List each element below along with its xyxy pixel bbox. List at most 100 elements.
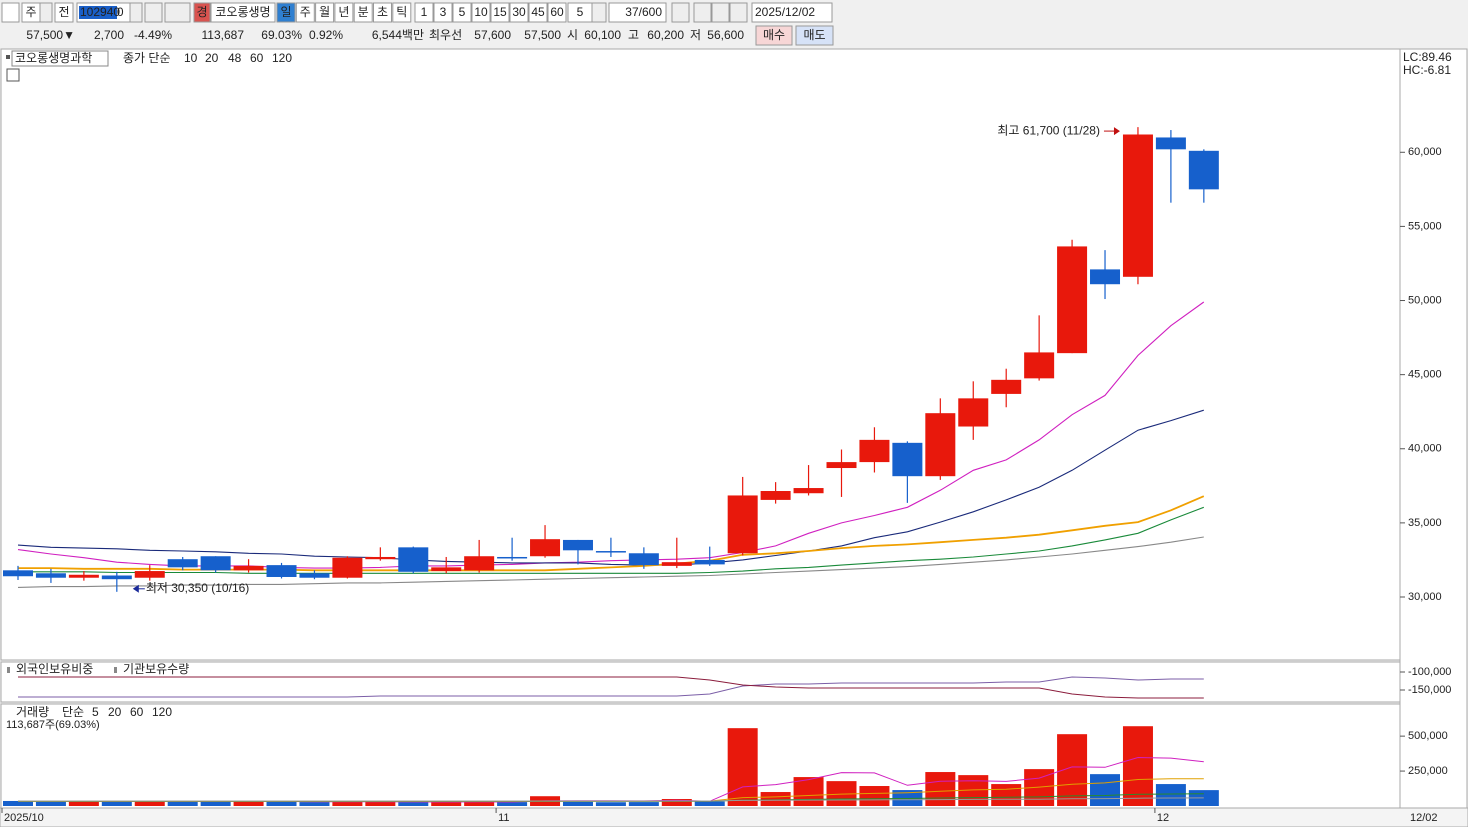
low-annotation: 최저 30,350 (10/16) [146, 581, 249, 595]
button-label[interactable]: 10 [474, 5, 488, 19]
button-label[interactable]: 월 [319, 5, 330, 19]
lc-label: LC:89.46 [1403, 50, 1452, 64]
volume-bar [3, 800, 33, 806]
button-label[interactable]: 45 [531, 5, 545, 19]
button[interactable] [54, 2, 74, 23]
volume-bar [661, 799, 692, 806]
tool-icon[interactable] [693, 2, 712, 23]
quote-volume-ratio: 69.03% [261, 28, 302, 42]
button-label[interactable]: 틱 [396, 5, 407, 19]
dropdown[interactable] [591, 2, 607, 23]
button[interactable] [315, 2, 335, 23]
quote-label: 최우선 [429, 28, 462, 42]
tool-icon[interactable] [671, 2, 690, 23]
button[interactable] [193, 2, 211, 23]
volume-bar [1122, 726, 1153, 806]
arrow-head [132, 584, 139, 593]
button[interactable] [490, 2, 510, 23]
button-label[interactable]: 주 [300, 5, 311, 19]
date-box[interactable] [751, 2, 833, 23]
volume-bar [727, 728, 758, 806]
button[interactable] [414, 2, 434, 23]
button[interactable] [755, 25, 793, 46]
button[interactable] [295, 2, 315, 23]
sound-icon[interactable] [164, 2, 191, 23]
dropdown[interactable] [129, 2, 143, 23]
button[interactable] [373, 2, 392, 23]
candle-body [365, 556, 396, 560]
candle-body [167, 559, 198, 568]
button[interactable] [392, 2, 412, 23]
button[interactable] [433, 2, 453, 23]
button-label[interactable]: 일 [280, 5, 291, 19]
button[interactable] [509, 2, 529, 23]
candle-body [1188, 150, 1219, 190]
candle-body [332, 557, 363, 578]
candle-body [562, 539, 593, 551]
icon[interactable] [1, 2, 20, 23]
y-tick-label: -150,000 [1408, 684, 1451, 696]
candle-body [1122, 134, 1153, 277]
button[interactable] [276, 2, 296, 23]
button-label[interactable]: 코오롱생명 [215, 5, 270, 19]
tool-icon[interactable] [729, 2, 748, 23]
volume-bar [167, 801, 198, 806]
y-tick-label: 30,000 [1408, 591, 1442, 603]
button-label[interactable]: 전 [58, 5, 69, 19]
button-label[interactable]: 년 [338, 5, 349, 19]
button[interactable] [334, 2, 354, 23]
button-label[interactable]: 30 [512, 5, 526, 19]
button-label[interactable]: 60 [550, 5, 564, 19]
button-label[interactable]: 1 [421, 5, 428, 19]
legend-entry: 20 [108, 705, 122, 719]
button[interactable] [795, 25, 834, 46]
x-end-label: 12/02 [1410, 812, 1438, 824]
code-text[interactable]: 102940 [80, 5, 120, 19]
candle-body [233, 565, 264, 571]
volume-bar [562, 801, 593, 806]
legend-entry: 외국인보유비중 [16, 662, 93, 676]
volume-bar [1090, 774, 1121, 806]
button[interactable] [547, 2, 567, 23]
volume-bar [694, 801, 725, 806]
y-tick-label: -100,000 [1408, 666, 1451, 678]
volume-bar [101, 801, 132, 806]
candle-body [760, 491, 791, 500]
indicator-panel [0, 661, 1401, 703]
y-tick-label: 250,000 [1408, 765, 1448, 777]
search-icon[interactable] [144, 2, 163, 23]
button[interactable] [471, 2, 491, 23]
button-label[interactable]: 5 [459, 5, 466, 19]
tool-icon[interactable] [711, 2, 730, 23]
candle-body [694, 559, 725, 565]
button-label[interactable]: 5 [577, 5, 584, 19]
candle-body [892, 442, 923, 477]
date[interactable]: 2025/12/02 [755, 5, 815, 19]
button-label[interactable]: 주 [25, 5, 36, 19]
candle-body [101, 575, 132, 580]
legend-entry: 60 [250, 51, 264, 65]
count: 37/600 [625, 5, 662, 19]
volume-bar [233, 801, 264, 806]
dropdown[interactable] [39, 2, 53, 23]
candle-body [727, 495, 758, 554]
button-label[interactable]: 3 [440, 5, 447, 19]
button-label[interactable]: 경 [196, 5, 207, 19]
quote-amount: 6,544백만 [372, 28, 424, 42]
button-label[interactable]: 매도 [803, 28, 825, 42]
candle-body [35, 573, 66, 578]
volume-bar [628, 802, 659, 806]
code-select [79, 6, 117, 19]
button-label[interactable]: 초 [377, 5, 388, 19]
candle-body [793, 488, 824, 494]
button[interactable] [528, 2, 548, 23]
candle-body [958, 398, 989, 427]
legend-label: 종가 단순 [123, 51, 171, 65]
button-label[interactable]: 매수 [763, 28, 785, 42]
button-label[interactable]: 15 [493, 5, 507, 19]
button-label[interactable]: 분 [358, 5, 369, 19]
button[interactable] [353, 2, 373, 23]
button[interactable] [452, 2, 472, 23]
button[interactable] [210, 2, 276, 23]
table-icon[interactable] [6, 68, 20, 82]
